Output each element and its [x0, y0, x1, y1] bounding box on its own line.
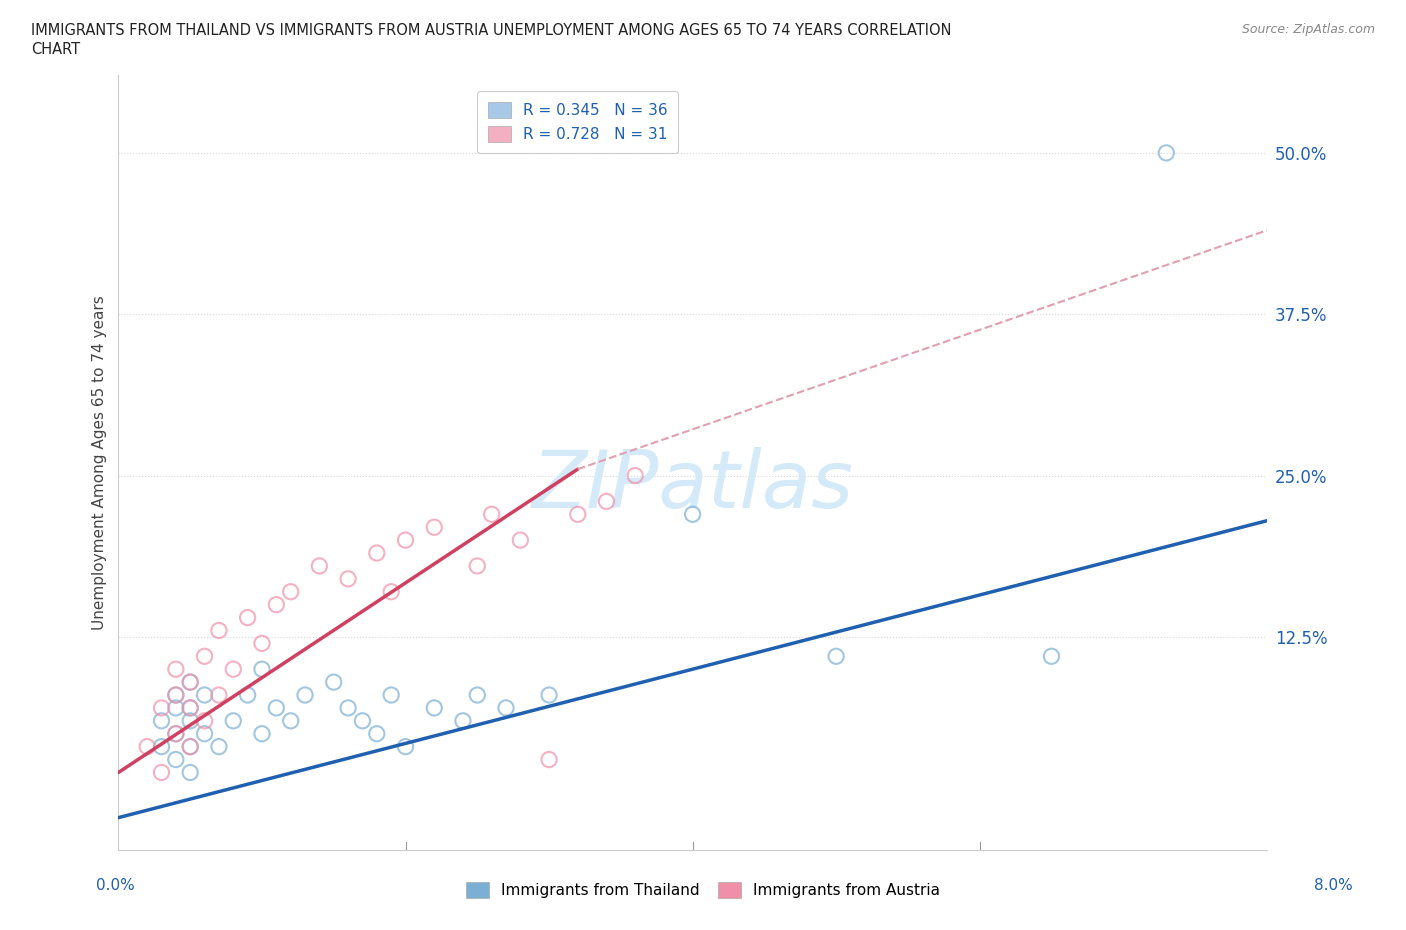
- Point: [337, 700, 360, 715]
- Text: ZIPatlas: ZIPatlas: [531, 447, 853, 525]
- Point: [193, 687, 215, 702]
- Point: [193, 726, 215, 741]
- Point: [1040, 649, 1063, 664]
- Legend: Immigrants from Thailand, Immigrants from Austria: Immigrants from Thailand, Immigrants fro…: [458, 874, 948, 906]
- Point: [250, 726, 273, 741]
- Point: [366, 546, 388, 561]
- Point: [193, 649, 215, 664]
- Point: [165, 752, 187, 767]
- Point: [208, 739, 231, 754]
- Point: [538, 687, 561, 702]
- Point: [179, 700, 201, 715]
- Point: [682, 507, 704, 522]
- Point: [465, 687, 488, 702]
- Point: [165, 726, 187, 741]
- Point: [394, 533, 416, 548]
- Point: [222, 713, 245, 728]
- Point: [380, 584, 402, 599]
- Point: [280, 713, 302, 728]
- Point: [465, 559, 488, 574]
- Point: [150, 765, 173, 780]
- Text: CHART: CHART: [31, 42, 80, 57]
- Point: [193, 713, 215, 728]
- Point: [236, 687, 259, 702]
- Point: [423, 700, 446, 715]
- Point: [294, 687, 316, 702]
- Point: [266, 700, 288, 715]
- Point: [179, 700, 201, 715]
- Point: [352, 713, 374, 728]
- Point: [595, 494, 617, 509]
- Point: [394, 739, 416, 754]
- Point: [451, 713, 474, 728]
- Point: [567, 507, 589, 522]
- Point: [179, 765, 201, 780]
- Point: [509, 533, 531, 548]
- Point: [136, 739, 159, 754]
- Point: [150, 700, 173, 715]
- Point: [236, 610, 259, 625]
- Point: [222, 662, 245, 677]
- Point: [179, 674, 201, 689]
- Text: IMMIGRANTS FROM THAILAND VS IMMIGRANTS FROM AUSTRIA UNEMPLOYMENT AMONG AGES 65 T: IMMIGRANTS FROM THAILAND VS IMMIGRANTS F…: [31, 23, 952, 38]
- Point: [179, 739, 201, 754]
- Text: 0.0%: 0.0%: [96, 878, 135, 893]
- Point: [308, 559, 330, 574]
- Legend: R = 0.345   N = 36, R = 0.728   N = 31: R = 0.345 N = 36, R = 0.728 N = 31: [477, 91, 678, 153]
- Point: [179, 674, 201, 689]
- Point: [337, 571, 360, 586]
- Point: [165, 662, 187, 677]
- Point: [322, 674, 344, 689]
- Point: [250, 662, 273, 677]
- Point: [366, 726, 388, 741]
- Point: [825, 649, 848, 664]
- Point: [208, 687, 231, 702]
- Point: [481, 507, 503, 522]
- Y-axis label: Unemployment Among Ages 65 to 74 years: Unemployment Among Ages 65 to 74 years: [93, 296, 107, 630]
- Point: [179, 713, 201, 728]
- Point: [179, 739, 201, 754]
- Point: [495, 700, 517, 715]
- Point: [208, 623, 231, 638]
- Text: Source: ZipAtlas.com: Source: ZipAtlas.com: [1241, 23, 1375, 36]
- Text: 8.0%: 8.0%: [1313, 878, 1353, 893]
- Point: [250, 636, 273, 651]
- Point: [150, 713, 173, 728]
- Point: [165, 687, 187, 702]
- Point: [380, 687, 402, 702]
- Point: [165, 726, 187, 741]
- Point: [266, 597, 288, 612]
- Point: [150, 739, 173, 754]
- Point: [423, 520, 446, 535]
- Point: [165, 687, 187, 702]
- Point: [1156, 145, 1178, 160]
- Point: [280, 584, 302, 599]
- Point: [165, 700, 187, 715]
- Point: [538, 752, 561, 767]
- Point: [624, 468, 647, 483]
